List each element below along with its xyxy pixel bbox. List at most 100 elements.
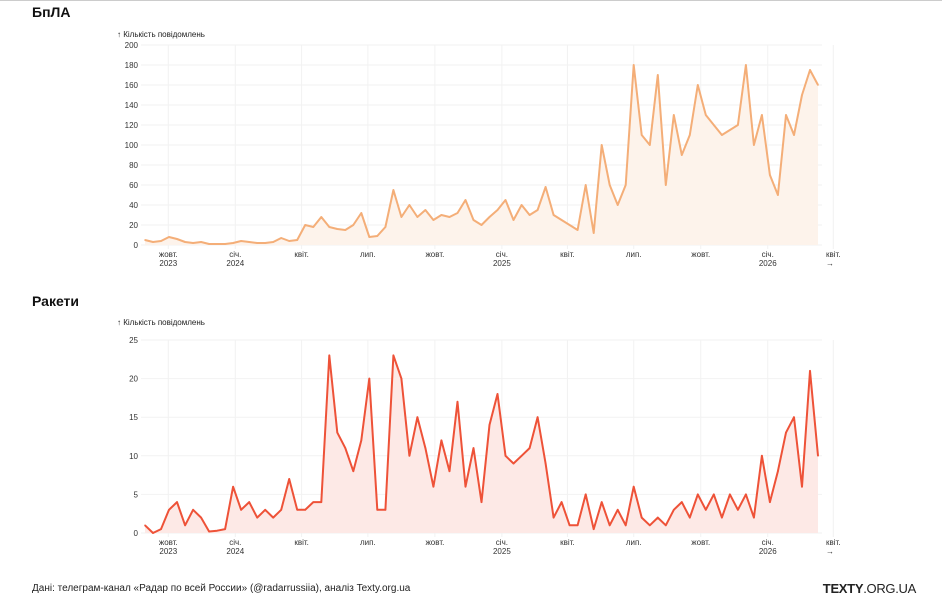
texty-logo[interactable]: TEXTY.ORG.UA xyxy=(823,581,917,596)
data-point xyxy=(664,524,667,527)
data-point xyxy=(512,219,515,221)
data-point xyxy=(192,509,194,511)
data-point xyxy=(208,243,210,245)
data-point xyxy=(512,462,515,465)
data-point xyxy=(312,226,315,228)
x-tick-year: 2025 xyxy=(493,259,511,268)
data-point xyxy=(416,416,419,419)
data-point xyxy=(600,501,603,503)
data-point xyxy=(616,509,619,511)
data-point xyxy=(528,447,531,449)
data-point xyxy=(705,509,707,511)
data-point xyxy=(520,455,523,457)
data-point xyxy=(664,184,667,186)
data-point xyxy=(432,485,435,488)
data-point xyxy=(224,528,226,530)
data-point xyxy=(416,216,419,218)
data-point xyxy=(280,237,283,239)
x-tick-label: січ. xyxy=(496,250,508,259)
data-point xyxy=(328,226,331,228)
data-point xyxy=(689,516,691,519)
data-point xyxy=(608,184,611,186)
y-tick-label: 0 xyxy=(134,529,139,538)
data-point xyxy=(400,377,403,380)
data-point xyxy=(208,530,210,533)
x-tick-year: 2023 xyxy=(159,547,177,556)
data-point xyxy=(344,229,347,231)
data-point xyxy=(296,509,299,511)
x-tick-year: 2024 xyxy=(226,547,244,556)
data-point xyxy=(472,219,475,221)
x-tick-label: лип. xyxy=(360,250,376,259)
data-point xyxy=(280,509,283,511)
data-point xyxy=(304,224,307,226)
data-point xyxy=(272,516,274,519)
data-point xyxy=(176,238,178,240)
data-point xyxy=(448,216,451,218)
data-point xyxy=(528,214,531,216)
data-point xyxy=(360,212,363,214)
data-point xyxy=(320,501,323,503)
data-point xyxy=(200,516,202,519)
data-point xyxy=(496,209,499,211)
data-point xyxy=(456,212,459,214)
data-point xyxy=(713,493,715,496)
data-point xyxy=(168,509,170,511)
data-point xyxy=(144,524,146,527)
data-point xyxy=(600,144,603,146)
data-point xyxy=(344,447,347,449)
x-tick-label: жовт. xyxy=(691,538,710,547)
data-point xyxy=(384,226,387,228)
data-point xyxy=(392,354,395,357)
data-point xyxy=(408,455,411,457)
data-point xyxy=(769,501,771,503)
x-axis-arrow: → xyxy=(826,547,834,556)
data-point xyxy=(648,524,651,527)
data-point xyxy=(240,509,242,511)
data-point xyxy=(336,431,339,434)
data-point xyxy=(672,509,675,511)
data-point xyxy=(336,228,339,230)
y-tick-label: 20 xyxy=(129,375,138,384)
data-point xyxy=(288,240,291,242)
y-tick-label: 180 xyxy=(125,61,139,70)
data-point xyxy=(552,214,555,216)
data-point xyxy=(729,493,731,496)
y-tick-label: 25 xyxy=(129,336,138,345)
data-point xyxy=(184,524,186,527)
x-tick-label: січ. xyxy=(762,538,774,547)
source-note: Дані: телеграм-канал «Радар по всей Росс… xyxy=(32,583,411,594)
data-point xyxy=(264,242,266,244)
data-point xyxy=(248,241,250,243)
data-point xyxy=(737,124,739,126)
data-point xyxy=(721,134,723,136)
y-tick-label: 0 xyxy=(134,241,139,250)
data-point xyxy=(160,240,162,242)
data-point xyxy=(761,455,763,457)
data-point xyxy=(360,439,363,442)
data-point xyxy=(488,424,491,426)
x-tick-label: квіт. xyxy=(826,538,841,547)
data-point xyxy=(640,516,643,519)
x-tick-year: 2024 xyxy=(226,259,244,268)
data-point xyxy=(592,528,595,530)
data-point xyxy=(624,524,627,527)
data-point xyxy=(769,174,771,176)
y-tick-label: 15 xyxy=(129,413,138,422)
chart-title-drones: БпЛА xyxy=(32,4,71,20)
x-tick-label: квіт. xyxy=(826,250,841,259)
data-point xyxy=(809,370,811,372)
x-tick-label: лип. xyxy=(360,538,376,547)
x-tick-label: жовт. xyxy=(425,250,444,259)
x-tick-label: лип. xyxy=(626,250,642,259)
data-point xyxy=(480,501,483,503)
y-tick-label: 20 xyxy=(129,221,138,230)
data-point xyxy=(689,134,691,136)
data-point xyxy=(144,239,146,241)
data-point xyxy=(296,239,299,241)
data-point xyxy=(753,144,755,146)
x-tick-year: 2026 xyxy=(759,259,777,268)
data-point xyxy=(745,64,747,66)
data-point xyxy=(817,84,819,86)
data-point xyxy=(256,516,258,519)
